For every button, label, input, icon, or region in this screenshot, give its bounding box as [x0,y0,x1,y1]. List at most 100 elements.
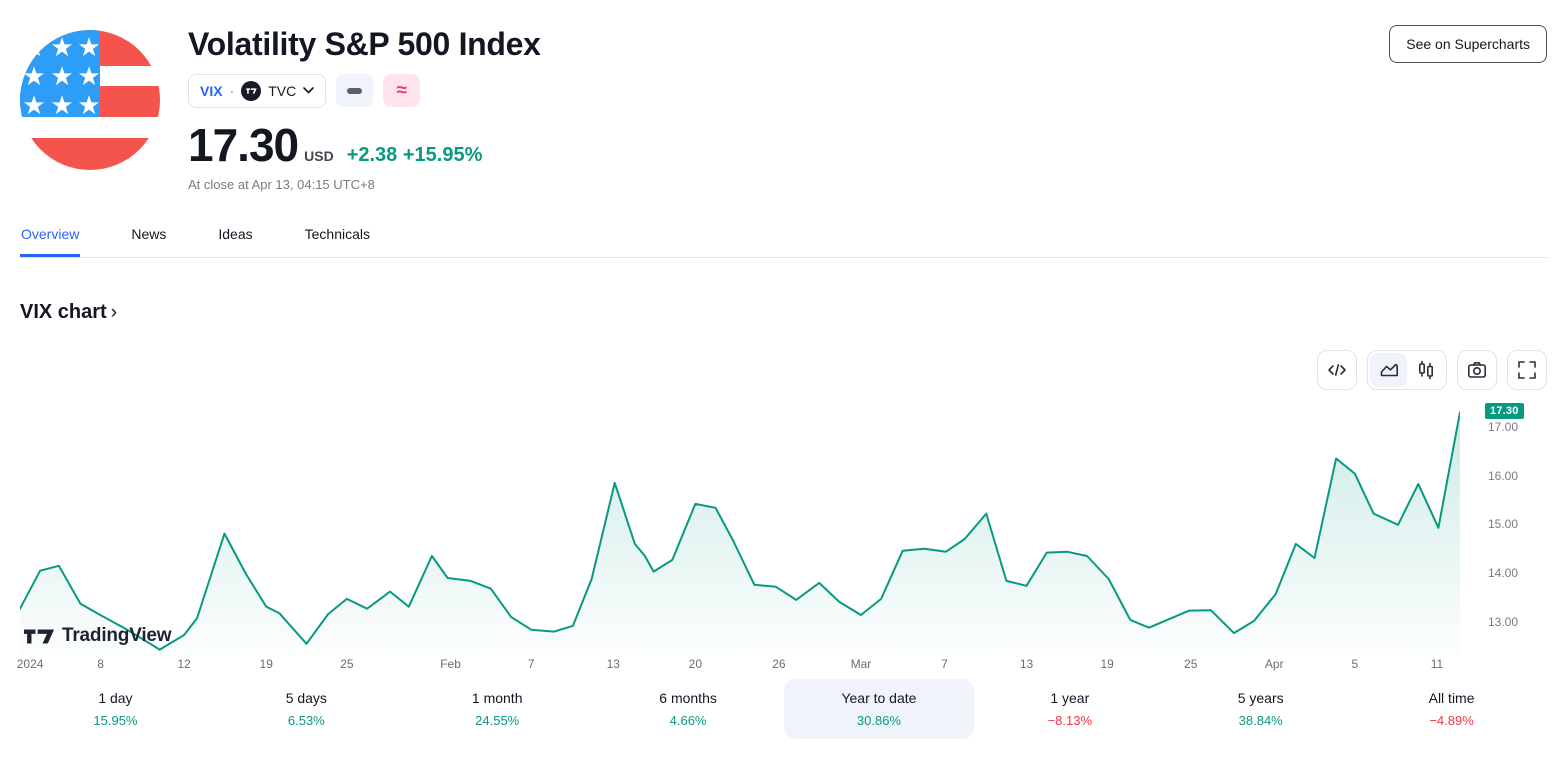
range-6-months[interactable]: 6 months 4.66% [593,679,784,739]
us-flag-icon: ★ ★ ★ ★ ★ ★ ★ ★ ★ [20,30,160,170]
camera-icon [1467,362,1486,378]
symbol-row: VIX · TVC [188,73,1389,108]
range-label: 1 year [1050,690,1090,706]
candlestick-icon [1418,360,1433,380]
svg-text:★: ★ [50,91,73,121]
svg-text:★: ★ [22,91,45,121]
range-label: 1 month [471,690,523,706]
range-change: 4.66% [669,713,707,728]
range-change: 15.95% [93,713,138,728]
section-title: VIX chart [20,300,107,323]
x-axis-label: 20 [688,657,703,671]
range-1-month[interactable]: 1 month 24.55% [402,679,593,739]
price-change: +2.38 +15.95% [346,144,483,166]
range-label: 5 years [1237,690,1284,706]
last-price-badge: 17.30 [1485,403,1524,420]
chevron-down-icon [303,87,315,94]
range-label: 6 months [659,690,717,706]
x-axis-label: Mar [850,657,872,671]
range-5-days[interactable]: 5 days 6.53% [211,679,402,739]
range-1-day[interactable]: 1 day 15.95% [20,679,211,739]
tab-news[interactable]: News [130,218,167,257]
range-all-time[interactable]: All time −4.89% [1356,679,1547,739]
x-axis-label: 19 [259,657,273,671]
range-change: 6.53% [287,713,325,728]
watermark-text: TradingView [62,625,172,646]
svg-text:★: ★ [50,33,73,63]
see-on-supercharts-button[interactable]: See on Supercharts [1389,25,1547,63]
last-price: 17.30 [188,119,299,171]
tradingview-logo-icon [24,628,54,644]
approx-icon: ≈ [396,80,407,101]
y-axis-label: 14.00 [1488,566,1519,581]
minus-icon [347,87,363,94]
tab-bar: Overview News Ideas Technicals [20,218,1547,258]
range-label: 1 day [98,690,133,706]
chevron-right-icon: › [110,302,118,323]
tradingview-watermark: TradingView [24,625,172,647]
tab-overview[interactable]: Overview [20,218,81,257]
svg-text:★: ★ [77,91,100,121]
price-scale[interactable]: 17.30 17.00 16.00 15.00 14.00 13.00 [1460,402,1547,655]
embed-code-button[interactable] [1317,350,1357,390]
x-axis-label: 7 [527,657,535,671]
x-axis-label: 25 [1184,657,1198,671]
page-title: Volatility S&P 500 Index [188,26,541,62]
candles-style-button[interactable] [1407,353,1444,387]
svg-text:★: ★ [22,33,45,63]
x-axis-label: Apr [1264,657,1284,671]
svg-text:★: ★ [50,62,73,92]
symbol-selector[interactable]: VIX · TVC [188,73,327,108]
y-axis-label: 13.00 [1488,614,1519,629]
price-chart[interactable]: TradingView 2024 8 12 19 25 Feb 7 13 20 26 Mar 7 13 1… [17,402,1547,671]
fullscreen-icon [1518,361,1536,379]
range-change: 38.84% [1238,713,1283,728]
area-chart-icon [1380,363,1398,377]
symbol-separator: · [229,82,235,99]
x-axis-label: 12 [177,657,191,671]
svg-text:★: ★ [77,33,100,63]
svg-text:★: ★ [22,62,45,92]
y-axis-label: 17.00 [1488,419,1519,434]
svg-text:★: ★ [77,62,100,92]
currency-label: USD [304,148,334,164]
x-axis-label: 8 [97,657,104,671]
range-label: Year to date [841,690,917,706]
area-chart [20,402,1460,655]
vix-chart-link[interactable]: VIX chart › [20,300,117,324]
fullscreen-button[interactable] [1507,350,1547,390]
x-axis-label: 11 [1430,657,1444,671]
header: ★ ★ ★ ★ ★ ★ ★ ★ ★ Volatility S&P 500 Index VIX… [20,25,1547,192]
x-axis-label: 19 [1100,657,1114,671]
range-change: 24.55% [475,713,520,728]
date-range-bar: 1 day 15.95% 5 days 6.53% 1 month 24.55% 6 mon… [20,679,1547,739]
range-change: 30.86% [856,713,901,728]
header-main: Volatility S&P 500 Index VIX · TVC [188,25,1389,192]
range-label: 5 days [285,690,327,706]
snapshot-button[interactable] [1457,350,1497,390]
tab-ideas[interactable]: Ideas [217,218,253,257]
market-status-line: At close at Apr 13, 04:15 UTC+8 [188,177,375,192]
range-5-years[interactable]: 5 years 38.84% [1165,679,1356,739]
tradingview-logo-icon [241,80,262,101]
x-axis-label: Feb [440,657,461,671]
range-year-to-date[interactable]: Year to date 30.86% [783,679,975,739]
x-axis-label: 13 [606,657,620,671]
delayed-data-button[interactable]: ≈ [383,74,421,107]
x-axis-label: 13 [1019,657,1034,671]
market-closed-button[interactable] [336,74,374,107]
range-1-year[interactable]: 1 year −8.13% [974,679,1165,739]
range-change: −4.89% [1429,713,1474,728]
price-row: 17.30 USD +2.38 +15.95% [188,120,1389,170]
exchange-code: TVC [268,82,297,99]
x-axis-label: 5 [1351,657,1359,671]
y-axis-label: 16.00 [1488,468,1519,483]
chart-toolbar [20,350,1547,390]
x-axis-label: 26 [772,657,786,671]
chart-plot-area[interactable]: TradingView 2024 8 12 19 25 Feb 7 13 20 26 Mar 7 13 1… [17,402,1460,671]
tab-technicals[interactable]: Technicals [304,218,371,257]
chart-style-toggle [1367,350,1447,390]
x-axis-label: 7 [941,657,948,671]
area-style-button[interactable] [1370,353,1407,387]
